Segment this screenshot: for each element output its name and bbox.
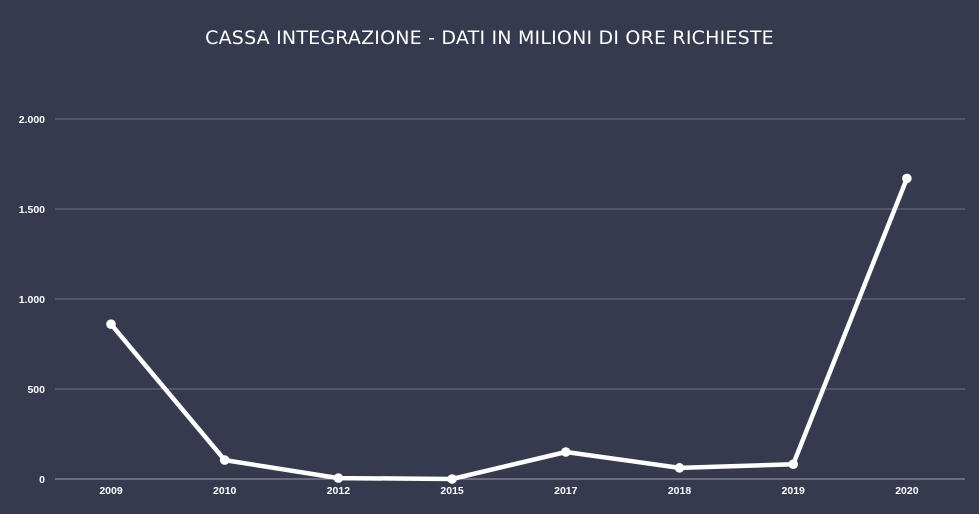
series-line-path xyxy=(108,176,910,482)
data-point[interactable] xyxy=(219,455,230,465)
data-point[interactable] xyxy=(447,474,457,484)
y-tick-label: 1.000 xyxy=(19,294,45,306)
x-tick-label: 2017 xyxy=(554,485,578,497)
x-tick-label: 2012 xyxy=(327,485,351,497)
data-point[interactable] xyxy=(788,459,798,470)
y-tick-label: 500 xyxy=(27,384,45,396)
x-axis-ticks: 2009 2010 2012 2015 2017 2018 2019 2020 xyxy=(99,485,918,497)
x-tick-label: 2018 xyxy=(668,485,692,497)
grid-lines xyxy=(55,118,965,480)
chart-title: CASSA INTEGRAZIONE - DATI IN MILIONI DI … xyxy=(205,27,774,49)
data-point[interactable] xyxy=(561,447,571,457)
y-axis-ticks: 0 500 1.000 1.500 2.000 xyxy=(19,114,45,486)
data-point[interactable] xyxy=(106,319,116,330)
data-point[interactable] xyxy=(902,173,912,184)
data-point[interactable] xyxy=(674,463,685,473)
y-tick-label: 1.500 xyxy=(19,204,45,216)
data-points xyxy=(106,173,912,484)
data-point[interactable] xyxy=(333,473,344,483)
y-tick-label: 0 xyxy=(39,474,45,486)
x-tick-label: 2020 xyxy=(895,485,919,497)
x-tick-label: 2015 xyxy=(440,485,464,497)
series-line xyxy=(108,176,910,482)
x-tick-label: 2019 xyxy=(782,485,806,497)
x-tick-label: 2009 xyxy=(99,485,123,497)
y-tick-label: 2.000 xyxy=(19,114,45,126)
x-tick-label: 2010 xyxy=(213,485,237,497)
